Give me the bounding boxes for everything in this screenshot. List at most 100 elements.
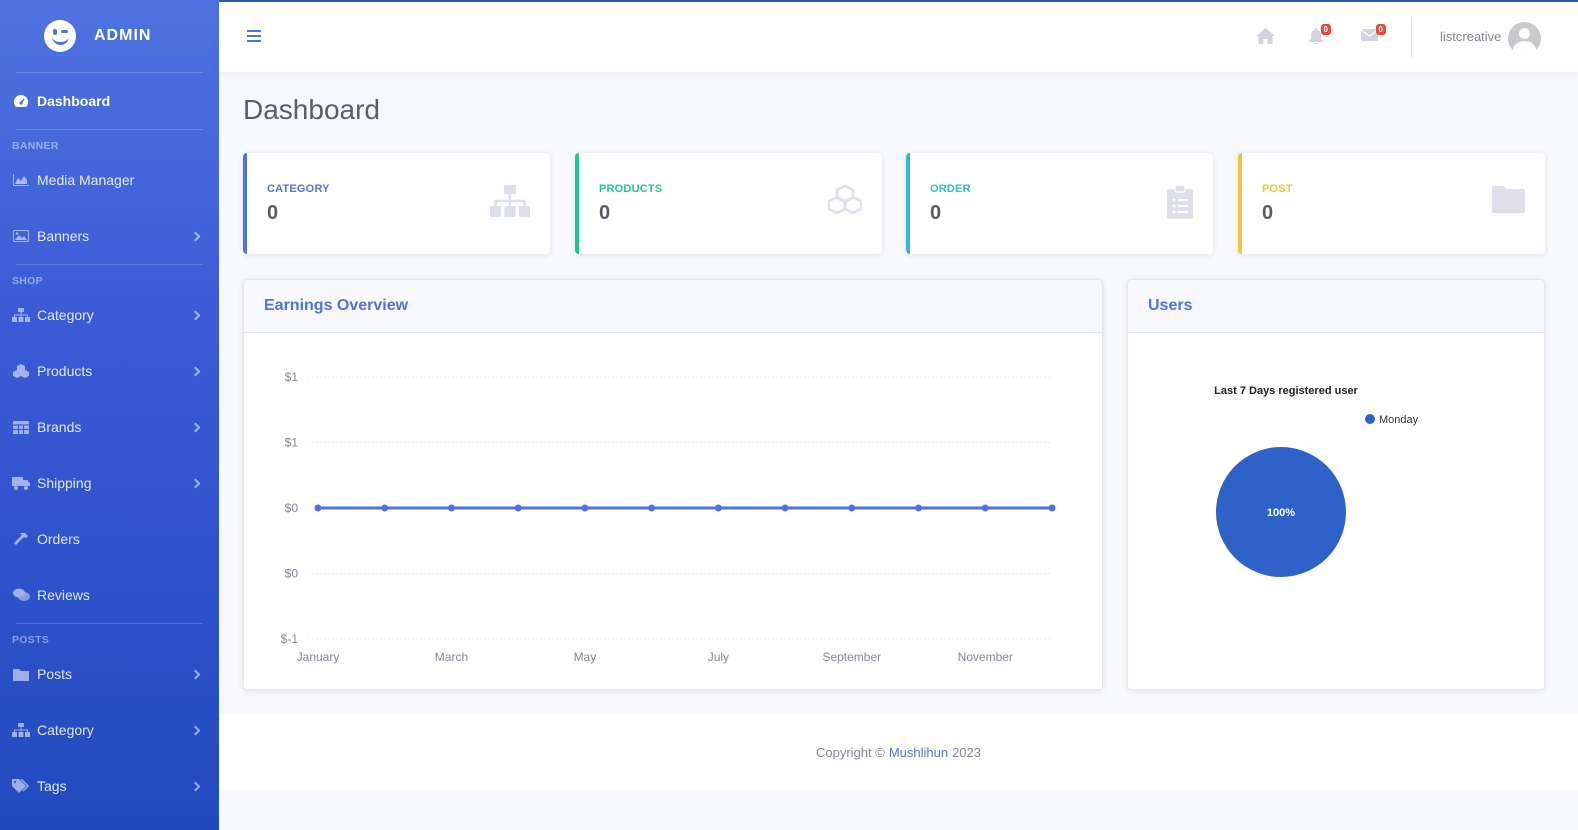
messages-dropdown[interactable]: 0 bbox=[1360, 24, 1386, 47]
sidebar-item-label: Shipping bbox=[37, 475, 92, 491]
data-point[interactable] bbox=[714, 504, 722, 512]
chevron-right-icon bbox=[190, 366, 201, 376]
sidebar-item-posts[interactable]: Posts bbox=[0, 646, 219, 702]
y-tick-label: $1 bbox=[285, 436, 299, 450]
data-point[interactable] bbox=[581, 504, 589, 512]
data-point[interactable] bbox=[981, 504, 989, 512]
message-count-badge: 0 bbox=[1375, 24, 1386, 35]
sidebar-item-category[interactable]: Category bbox=[0, 287, 219, 343]
sitemap-icon bbox=[12, 308, 30, 322]
data-point[interactable] bbox=[514, 504, 522, 512]
panel-title: Users bbox=[1128, 280, 1544, 333]
legend-label: Monday bbox=[1379, 414, 1419, 426]
folder-icon bbox=[12, 667, 30, 681]
sidebar-divider bbox=[16, 264, 203, 265]
sidebar-item-label: Category bbox=[37, 307, 94, 323]
users-panel: Users Last 7 Days registered user Monday 1… bbox=[1127, 279, 1545, 690]
alerts-dropdown[interactable]: 0 bbox=[1309, 24, 1331, 49]
data-point[interactable] bbox=[381, 504, 389, 512]
slice-label: 100% bbox=[1267, 507, 1295, 519]
chevron-right-icon bbox=[190, 478, 201, 488]
cubes-icon bbox=[827, 184, 863, 222]
sidebar-item-label: Tags bbox=[37, 778, 67, 794]
cubes-icon bbox=[12, 364, 30, 378]
sidebar-item-brands[interactable]: Brands bbox=[0, 399, 219, 455]
y-tick-label: $-1 bbox=[281, 632, 299, 646]
tachometer-icon bbox=[12, 94, 30, 108]
card-label: ORDER bbox=[930, 183, 971, 195]
chevron-right-icon bbox=[190, 725, 201, 735]
sidebar-item-reviews[interactable]: Reviews bbox=[0, 567, 219, 623]
x-tick-label: September bbox=[822, 650, 881, 664]
sidebar-heading-posts: POSTS bbox=[12, 634, 50, 646]
data-point[interactable] bbox=[648, 504, 656, 512]
category-card: CATEGORY 0 bbox=[243, 153, 550, 254]
topbar-divider bbox=[1411, 18, 1412, 58]
envelope-icon bbox=[1360, 29, 1379, 41]
table-icon bbox=[12, 420, 30, 434]
chevron-right-icon bbox=[190, 310, 201, 320]
data-point[interactable] bbox=[447, 504, 455, 512]
sidebar: ADMIN Dashboard BANNER Media Manager Ban… bbox=[0, 0, 219, 830]
sidebar-item-dashboard[interactable]: Dashboard bbox=[0, 73, 219, 129]
sidebar-item-label: Media Manager bbox=[37, 172, 135, 188]
image-icon bbox=[12, 229, 30, 243]
sidebar-item-banners[interactable]: Banners bbox=[0, 208, 219, 264]
pie-slice[interactable] bbox=[1216, 447, 1346, 577]
laugh-wink-icon bbox=[44, 20, 76, 52]
data-point[interactable] bbox=[1048, 504, 1056, 512]
data-point[interactable] bbox=[781, 504, 789, 512]
sidebar-item-shipping[interactable]: Shipping bbox=[0, 455, 219, 511]
data-point[interactable] bbox=[915, 504, 923, 512]
chevron-right-icon bbox=[190, 669, 201, 679]
hammer-icon bbox=[12, 532, 30, 546]
sidebar-item-label: Dashboard bbox=[37, 93, 111, 109]
sidebar-heading-shop: SHOP bbox=[12, 275, 43, 287]
author-link[interactable]: Mushlihun bbox=[888, 745, 949, 760]
card-value: 0 bbox=[1262, 202, 1274, 224]
card-value: 0 bbox=[930, 202, 942, 224]
sidebar-item-post-category[interactable]: Category bbox=[0, 702, 219, 758]
data-point[interactable] bbox=[314, 504, 322, 512]
users-pie-chart: Last 7 Days registered user Monday 100% bbox=[1214, 385, 1419, 577]
earnings-line-chart: $1 $1 $0 $0 $-1 January March May July September N… bbox=[281, 370, 1056, 664]
chart-title: Last 7 Days registered user bbox=[1214, 385, 1358, 397]
card-label: POST bbox=[1262, 183, 1293, 195]
page-title: Dashboard bbox=[243, 94, 380, 125]
sidebar-item-products[interactable]: Products bbox=[0, 343, 219, 399]
sidebar-toggle-button[interactable] bbox=[247, 30, 261, 45]
chevron-right-icon bbox=[190, 781, 201, 791]
chevron-right-icon bbox=[190, 422, 201, 432]
card-label: CATEGORY bbox=[267, 183, 330, 195]
sidebar-item-label: Brands bbox=[37, 419, 82, 435]
x-tick-label: May bbox=[574, 650, 597, 664]
bell-icon bbox=[1309, 28, 1323, 45]
products-card: PRODUCTS 0 bbox=[575, 153, 882, 254]
sidebar-brand[interactable]: ADMIN bbox=[0, 0, 219, 72]
sidebar-item-orders[interactable]: Orders bbox=[0, 511, 219, 567]
home-icon[interactable] bbox=[1256, 28, 1275, 49]
sidebar-item-label: Orders bbox=[37, 531, 80, 547]
sidebar-item-media-manager[interactable]: Media Manager bbox=[0, 152, 219, 208]
chevron-right-icon bbox=[190, 231, 201, 241]
user-name[interactable]: listcreative bbox=[1440, 29, 1502, 44]
comments-icon bbox=[12, 588, 30, 602]
chart-area-icon bbox=[12, 173, 30, 187]
sidebar-item-tags[interactable]: Tags bbox=[0, 758, 219, 814]
truck-icon bbox=[12, 476, 30, 490]
sidebar-divider bbox=[16, 623, 203, 624]
copyright-year: 2023 bbox=[952, 745, 981, 760]
sitemap-icon bbox=[12, 723, 30, 737]
sidebar-heading-banner: BANNER bbox=[12, 140, 59, 152]
clipboard-list-icon bbox=[1167, 184, 1193, 224]
x-tick-label: March bbox=[435, 650, 468, 664]
brand-name: ADMIN bbox=[94, 27, 152, 44]
data-point[interactable] bbox=[848, 504, 856, 512]
copyright-text: Copyright © bbox=[815, 745, 885, 760]
topbar: 0 0 listcreative bbox=[219, 0, 1578, 72]
legend-swatch bbox=[1365, 414, 1375, 424]
sidebar-divider bbox=[16, 72, 203, 73]
avatar[interactable] bbox=[1508, 22, 1541, 55]
sitemap-icon bbox=[490, 185, 530, 222]
card-value: 0 bbox=[599, 202, 611, 224]
